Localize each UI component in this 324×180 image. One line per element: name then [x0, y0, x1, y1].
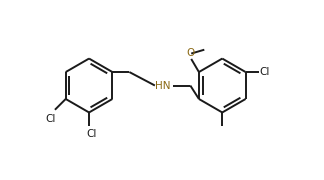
- Text: HN: HN: [155, 80, 170, 91]
- Text: Cl: Cl: [86, 129, 97, 139]
- Text: Cl: Cl: [45, 114, 55, 124]
- Text: O: O: [186, 48, 195, 58]
- Text: Cl: Cl: [260, 67, 270, 77]
